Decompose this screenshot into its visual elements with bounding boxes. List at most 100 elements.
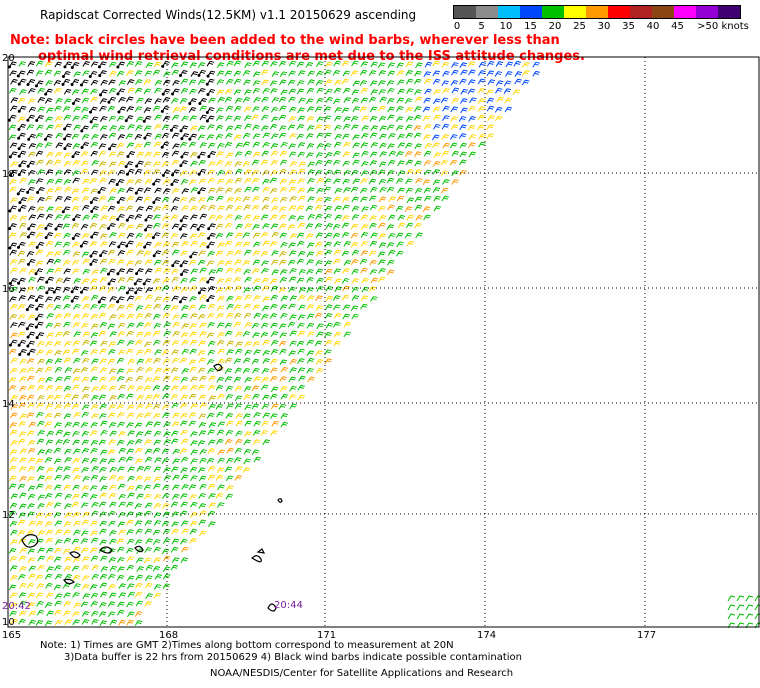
wind-barb — [80, 547, 89, 554]
wind-barb — [9, 422, 18, 428]
wind-barb — [369, 106, 378, 113]
wind-barb — [279, 251, 287, 257]
wind-barb — [117, 566, 125, 573]
wind-barb — [242, 331, 251, 337]
wind-barb — [460, 107, 468, 114]
wind-barb — [199, 322, 207, 329]
wind-barb — [53, 304, 62, 311]
wind-barb — [27, 592, 36, 599]
wind-barb — [333, 268, 342, 275]
wind-barb — [154, 98, 162, 105]
wind-barb — [107, 449, 116, 455]
wind-barb — [126, 106, 134, 112]
wind-barb — [126, 422, 134, 428]
wind-barb — [73, 448, 81, 455]
wind-barb — [288, 60, 297, 67]
wind-barb — [81, 187, 90, 194]
wind-barb — [261, 106, 270, 112]
legend-swatch — [630, 6, 652, 18]
wind-barb — [35, 143, 44, 149]
wind-barb — [386, 124, 395, 131]
wind-barb — [197, 62, 206, 68]
wind-barb — [45, 501, 54, 508]
wind-barb — [134, 611, 143, 617]
wind-barb — [424, 88, 432, 95]
wind-barb — [342, 313, 350, 320]
legend-swatch — [454, 6, 476, 18]
wind-barb — [252, 133, 261, 140]
wind-barb — [217, 358, 226, 365]
wind-barb — [260, 322, 269, 329]
wind-barb — [153, 339, 161, 346]
wind-barb — [9, 475, 17, 482]
wind-barb — [62, 349, 71, 356]
wind-barb — [99, 555, 108, 562]
wind-barb — [81, 583, 90, 590]
wind-barb — [359, 80, 368, 86]
wind-barb — [162, 412, 170, 418]
wind-barb — [234, 205, 243, 212]
wind-barb — [269, 303, 278, 310]
legend-tick-label: 30 — [597, 21, 611, 32]
wind-barb — [99, 492, 108, 499]
wind-barb — [64, 619, 72, 626]
contamination-marker — [161, 92, 165, 96]
wind-barb — [161, 249, 170, 256]
wind-barb — [127, 466, 135, 473]
wind-barb — [45, 448, 53, 455]
wind-barb — [251, 449, 260, 456]
wind-barb — [289, 403, 297, 410]
wind-barb — [90, 96, 98, 103]
wind-barb — [144, 430, 152, 437]
wind-barb — [63, 114, 72, 121]
wind-barb — [422, 106, 431, 113]
wind-barb — [278, 114, 287, 121]
wind-barb — [161, 520, 170, 527]
wind-barb — [27, 602, 36, 608]
wind-barb — [379, 133, 387, 140]
wind-barb — [253, 456, 262, 463]
wind-barb — [162, 555, 171, 562]
wind-barb — [62, 439, 71, 445]
wind-barb — [342, 268, 350, 274]
wind-barb — [262, 132, 271, 139]
wind-barb — [369, 269, 378, 275]
wind-barb — [324, 213, 333, 220]
wind-barb — [215, 250, 224, 257]
wind-barb — [55, 439, 63, 446]
wind-barb — [351, 268, 359, 275]
wind-barb — [117, 322, 126, 329]
wind-barb — [216, 339, 225, 346]
wind-barb — [261, 368, 270, 374]
contamination-marker — [196, 227, 200, 231]
wind-barb — [126, 501, 134, 508]
wind-barb — [387, 106, 395, 113]
wind-barb — [216, 467, 225, 474]
wind-barb — [270, 294, 278, 301]
contamination-marker — [8, 227, 12, 231]
wind-barb — [36, 402, 44, 409]
wind-barb — [325, 223, 334, 229]
wind-barb — [8, 87, 17, 94]
wind-barb — [387, 143, 395, 150]
wind-barb — [81, 404, 90, 411]
wind-barb — [360, 61, 369, 68]
wind-barb — [307, 214, 316, 220]
wind-barb — [64, 186, 72, 193]
wind-barb — [9, 296, 17, 303]
wind-barb — [54, 422, 62, 428]
wind-barb — [180, 538, 188, 545]
contamination-marker — [90, 210, 94, 214]
contamination-marker — [54, 227, 58, 231]
wind-barb — [53, 394, 62, 401]
wind-barb — [107, 286, 116, 293]
wind-barb — [225, 179, 234, 185]
wind-barb — [10, 412, 18, 419]
wind-barb — [118, 529, 126, 536]
wind-barb — [307, 169, 315, 175]
wind-barb — [126, 303, 134, 310]
wind-barb — [18, 61, 26, 67]
wind-barb — [72, 376, 80, 383]
wind-barb — [235, 331, 243, 338]
wind-barb — [433, 89, 441, 96]
